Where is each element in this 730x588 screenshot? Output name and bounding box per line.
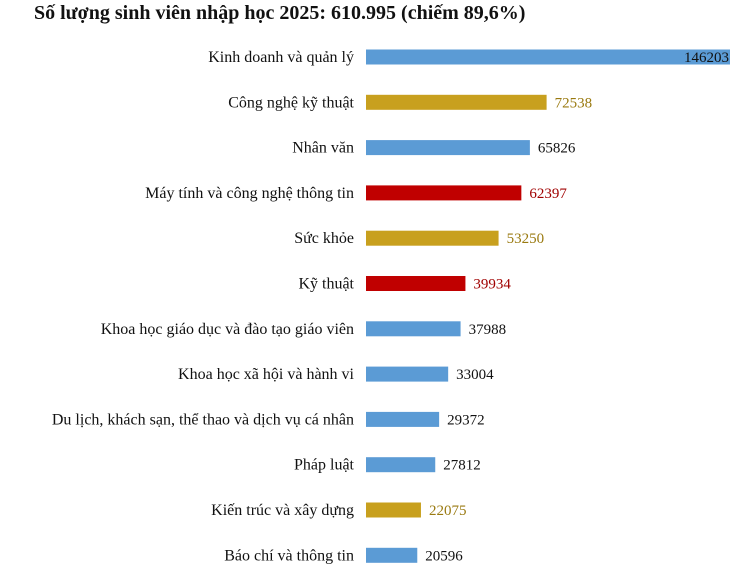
bar-row: Kinh doanh và quản lý 146203	[208, 49, 730, 66]
category-label: Máy tính và công nghệ thông tin	[145, 185, 354, 202]
bar-row: Kỹ thuật 39934	[298, 276, 511, 293]
category-label: Kiến trúc và xây dựng	[211, 502, 354, 519]
bar-row: Báo chí và thông tin 20596	[224, 547, 463, 564]
value-label: 65826	[538, 141, 576, 157]
bar	[366, 230, 499, 246]
category-label: Công nghệ kỹ thuật	[228, 94, 354, 111]
bar-row: Sức khỏe 53250	[294, 230, 544, 247]
bar-row: Khoa học giáo dục và đào tạo giáo viên 37…	[101, 321, 506, 338]
bar	[366, 140, 530, 156]
bar	[366, 457, 436, 473]
value-label: 53250	[507, 231, 545, 247]
category-label: Nhân văn	[292, 140, 354, 157]
bar	[366, 321, 461, 337]
bar	[366, 366, 449, 382]
bar	[366, 49, 730, 65]
value-label: 72538	[555, 95, 593, 111]
bar	[366, 94, 547, 110]
bar-row: Nhân văn 65826	[292, 140, 576, 157]
bar-row: Khoa học xã hội và hành vi 33004	[178, 366, 494, 383]
bar-row: Kiến trúc và xây dựng 22075	[211, 502, 466, 519]
value-label: 37988	[469, 322, 507, 338]
value-label: 29372	[447, 412, 485, 428]
category-label: Khoa học giáo dục và đào tạo giáo viên	[101, 321, 354, 338]
bar	[366, 276, 466, 291]
bar-row: Máy tính và công nghệ thông tin 62397	[145, 185, 567, 202]
bar	[366, 411, 440, 427]
bar	[366, 547, 418, 563]
bar-row: Pháp luật 27812	[294, 457, 481, 474]
bar-row: Công nghệ kỹ thuật 72538	[228, 94, 592, 111]
value-label: 39934	[473, 277, 511, 293]
value-label: 146203	[684, 50, 729, 66]
category-label: Kỹ thuật	[298, 276, 354, 293]
value-label: 22075	[429, 503, 467, 519]
bar	[366, 185, 522, 201]
value-label: 27812	[443, 458, 481, 474]
value-label: 33004	[456, 367, 494, 383]
category-label: Du lịch, khách sạn, thể thao và dịch vụ …	[52, 411, 354, 428]
value-label: 20596	[425, 548, 463, 564]
category-label: Kinh doanh và quản lý	[208, 49, 354, 66]
category-label: Khoa học xã hội và hành vi	[178, 366, 355, 383]
bar	[366, 502, 421, 518]
chart-title: Số lượng sinh viên nhập học 2025: 610.99…	[34, 2, 526, 24]
category-label: Sức khỏe	[294, 230, 354, 247]
bar-row: Du lịch, khách sạn, thể thao và dịch vụ …	[52, 411, 485, 428]
category-label: Báo chí và thông tin	[224, 547, 354, 564]
category-label: Pháp luật	[294, 457, 355, 474]
value-label: 62397	[529, 186, 567, 202]
